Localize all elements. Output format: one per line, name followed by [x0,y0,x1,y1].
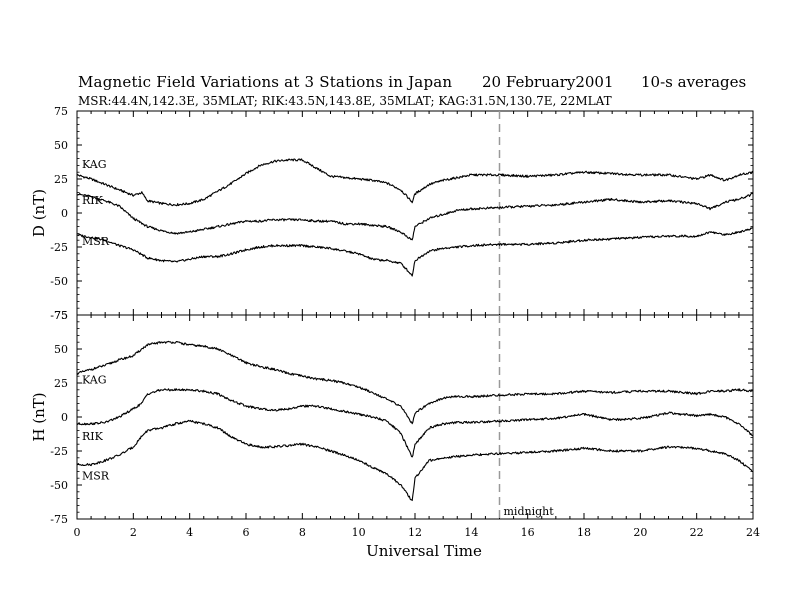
y-tick-label: 0 [61,207,68,220]
x-tick-label: 22 [690,526,704,539]
series-label-kag: KAG [82,158,107,171]
y-tick-label: -25 [50,445,68,458]
y-tick-label: 25 [54,173,68,186]
y-axis-label: H (nT) [30,392,48,441]
x-tick-label: 24 [746,526,760,539]
y-tick-label: 75 [54,309,68,322]
series-line-msr [76,227,754,277]
x-tick-label: 4 [186,526,193,539]
y-tick-label: -25 [50,241,68,254]
series-line-rik [76,388,754,458]
x-tick-label: 0 [74,526,81,539]
y-tick-label: 25 [54,377,68,390]
x-tick-label: 8 [299,526,306,539]
chart-title: Magnetic Field Variations at 3 Stations … [78,73,453,91]
x-tick-label: 6 [243,526,250,539]
x-tick-label: 14 [464,526,478,539]
x-tick-label: 10 [352,526,366,539]
series-line-msr [76,419,753,502]
x-tick-label: 12 [408,526,422,539]
series-label-msr: MSR [82,235,110,248]
x-tick-label: 18 [577,526,591,539]
y-tick-label: -75 [50,309,68,322]
chart-date: 20 February2001 [482,73,614,91]
series-label-kag: KAG [82,373,107,386]
series-label-rik: RIK [82,430,104,443]
y-axis-label: D (nT) [30,189,48,237]
series-line-kag [76,340,754,425]
plot-frame [76,110,754,316]
y-tick-label: 50 [54,343,68,356]
series-line-kag [76,158,754,207]
y-tick-label: -50 [50,479,68,492]
series-line-rik [77,192,754,241]
y-tick-label: -75 [50,513,68,526]
midnight-label: midnight [504,505,555,518]
y-tick-label: 0 [61,411,68,424]
series-label-rik: RIK [82,194,104,207]
y-tick-label: 75 [54,105,68,118]
y-tick-label: 50 [54,139,68,152]
averaging-label: 10-s averages [641,73,747,91]
x-tick-label: 16 [521,526,535,539]
x-tick-label: 2 [130,526,137,539]
x-axis-label: Universal Time [366,542,482,560]
stations-subtitle: MSR:44.4N,142.3E, 35MLAT; RIK:43.5N,143.… [78,94,612,108]
series-label-msr: MSR [82,470,110,483]
y-tick-label: -50 [50,275,68,288]
x-tick-label: 20 [633,526,647,539]
